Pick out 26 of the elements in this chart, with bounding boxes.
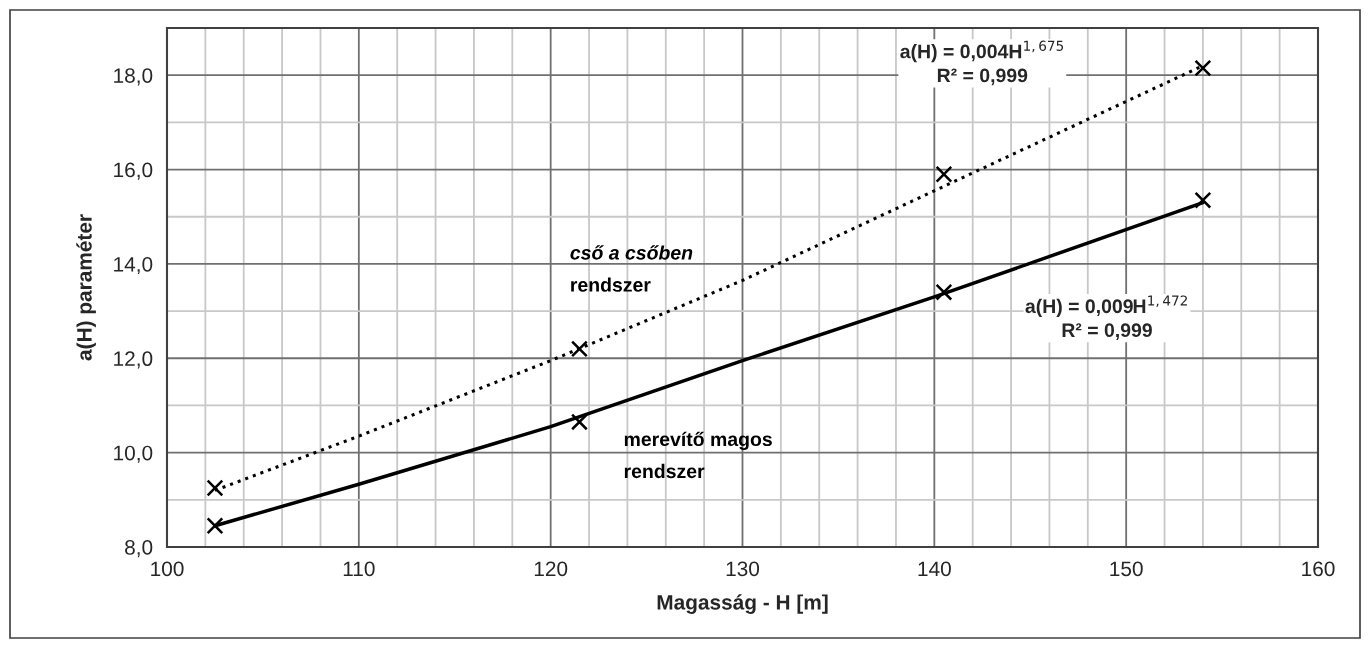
- y-tick-label: 8,0: [125, 540, 153, 558]
- annotation: a(H) = 0,004H$^{1,675}$ R² = 0,999: [900, 40, 1064, 86]
- y-axis-title: a(H) paraméter: [76, 214, 96, 361]
- point: [206, 517, 224, 535]
- x-tick-label: 150: [1110, 561, 1143, 577]
- x-tick-label: 110: [343, 561, 375, 577]
- annotation: a(H) = 0,009H$^{1,472}$ R² = 0,999: [1025, 295, 1187, 340]
- y-tick-label: 10,0: [114, 445, 153, 463]
- text: cső a csőben rendszer: [570, 245, 693, 292]
- point: [570, 340, 588, 358]
- y-tick-label: 12,0: [114, 351, 153, 369]
- x-tick-label: 140: [918, 561, 951, 577]
- x-tick-label: 100: [151, 561, 184, 577]
- point: [935, 283, 953, 301]
- point: [1194, 191, 1212, 209]
- point: [206, 479, 224, 497]
- y-tick-label: 18,0: [114, 68, 153, 86]
- x-tick-label: 120: [534, 561, 568, 577]
- y-tick-label: 14,0: [114, 256, 153, 275]
- x-tick-label: 160: [1302, 561, 1335, 577]
- point: [935, 165, 953, 183]
- x-axis-title: Magasság - H [m]: [657, 594, 828, 614]
- point: [570, 413, 588, 431]
- point: [1194, 59, 1212, 77]
- x-tick-label: 130: [726, 561, 760, 577]
- y-tick-label: 16,0: [114, 162, 153, 180]
